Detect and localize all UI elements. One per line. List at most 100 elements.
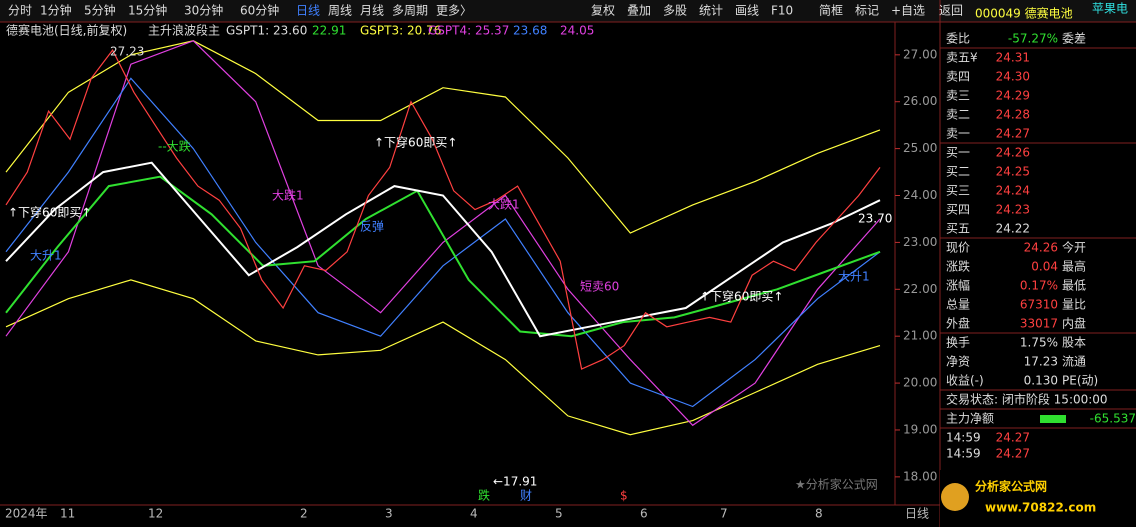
series-line: [5, 40, 881, 427]
order-price: 24.24: [996, 184, 1030, 198]
chart-annotation: 大升1: [30, 249, 62, 263]
x-tick-label: 6: [640, 507, 648, 521]
row-label: 流通: [1062, 355, 1086, 369]
y-tick-label: 22.00: [903, 282, 937, 296]
y-tick-label: 18.00: [903, 469, 937, 483]
toolbar-button[interactable]: 叠加: [627, 4, 651, 18]
toolbar-button[interactable]: 统计: [699, 4, 723, 18]
toolbar-tab[interactable]: 15分钟: [128, 3, 167, 18]
x-tick-label: 11: [60, 507, 75, 521]
order-price: 24.31: [996, 51, 1030, 65]
row-value: 0.04: [1031, 260, 1058, 274]
toolbar-tab[interactable]: 日线: [296, 4, 320, 18]
row-value: 67310: [1020, 298, 1058, 312]
chart-annotation: 23.70: [858, 212, 892, 226]
x-tick-label: 8: [815, 507, 823, 521]
header-text: 主升浪波段主: [148, 23, 220, 38]
logo-url: www.70822.com: [985, 501, 1096, 515]
row-label: 净资: [946, 355, 970, 369]
toolbar-tab[interactable]: 周线: [328, 4, 352, 18]
chart-annotation: 反弹: [360, 220, 384, 234]
chart-annotation: 短卖60: [580, 280, 619, 294]
toolbar-button[interactable]: 返回: [939, 4, 963, 18]
y-tick-label: 25.00: [903, 141, 937, 155]
x-tick-label: 2: [300, 507, 308, 521]
logo-bg: [940, 470, 1136, 527]
row-label: 涨幅: [946, 278, 970, 293]
toolbar-button[interactable]: +自选: [891, 4, 925, 18]
row-value: 33017: [1020, 317, 1058, 331]
order-label: 卖四: [946, 70, 970, 84]
order-price: 24.23: [996, 203, 1030, 217]
header-text: GSPT4: 25.37: [428, 24, 509, 38]
chart-annotation: ↑下穿60即买↑: [374, 135, 457, 150]
y-tick-label: 26.00: [903, 94, 937, 108]
toolbar-button[interactable]: 画线: [735, 4, 759, 18]
x-tick-label: 12: [148, 507, 163, 521]
toolbar-button[interactable]: 简框: [819, 4, 843, 18]
toolbar-tab[interactable]: 1分钟: [40, 3, 72, 18]
x-tick-label: 5: [555, 507, 563, 521]
chart-annotation: ↑下穿60即买↑: [700, 289, 783, 304]
y-tick-label: 20.00: [903, 376, 937, 390]
series-line: [5, 48, 881, 370]
order-label: 买一: [946, 146, 970, 160]
row-value: -65.537: [1090, 412, 1136, 426]
toolbar-tab[interactable]: 60分钟: [240, 3, 279, 18]
row-label: 换手: [946, 336, 970, 350]
trade-status: 交易状态: 闭市阶段 15:00:00: [946, 392, 1108, 407]
chart-annotation: ←17.91: [493, 475, 537, 489]
toolbar-tab[interactable]: 30分钟: [184, 3, 223, 18]
header-text: GSPT1: 23.60: [226, 24, 307, 38]
watermark: ★分析家公式网: [795, 477, 878, 492]
row-value: 0.17%: [1020, 279, 1058, 293]
logo-icon: [941, 483, 969, 511]
chart-annotation: 27.23: [110, 45, 144, 59]
toolbar-button[interactable]: 复权: [591, 4, 615, 18]
order-price: 24.30: [996, 70, 1030, 84]
row-label: 内盘: [1062, 316, 1086, 331]
tick-price: 24.27: [996, 431, 1030, 445]
tick-price: 24.27: [996, 447, 1030, 461]
row-label: 外盘: [946, 316, 970, 331]
header-text: GSPT3: 20.76: [360, 24, 441, 38]
y-tick-label: 19.00: [903, 422, 937, 436]
row-label: 收益(-): [946, 374, 984, 388]
toolbar-tab[interactable]: 月线: [360, 4, 384, 18]
chart-annotation: 财: [520, 489, 532, 503]
order-label: 卖二: [946, 108, 970, 122]
order-label: 买三: [946, 184, 970, 198]
toolbar-tab[interactable]: 分时: [8, 4, 32, 18]
chart-annotation: --大跌: [158, 139, 191, 154]
toolbar-tab[interactable]: 更多〉: [436, 4, 472, 18]
order-price: 24.27: [996, 127, 1030, 141]
y-tick-label: 27.00: [903, 47, 937, 61]
x-tick-label: 日线: [905, 507, 929, 521]
tick-time: 14:59: [946, 431, 981, 445]
header-text: 24.05: [560, 24, 594, 38]
x-tick-label: 7: [720, 507, 728, 521]
row-label: 委比: [946, 32, 970, 46]
toolbar-button[interactable]: 多股: [663, 4, 687, 18]
order-price: 24.26: [996, 146, 1030, 160]
header-text: 23.68: [513, 24, 547, 38]
row-value: -57.27%: [1008, 32, 1058, 46]
chart-annotation: $: [620, 489, 628, 503]
toolbar-button[interactable]: 标记: [855, 4, 879, 18]
series-line: [5, 161, 881, 338]
row-label: 涨跌: [946, 259, 970, 274]
toolbar-tab[interactable]: 多周期: [392, 4, 428, 18]
order-price: 24.29: [996, 89, 1030, 103]
order-label: 买四: [946, 203, 970, 217]
order-label: 卖一: [946, 127, 970, 141]
series-line: [5, 175, 881, 338]
row-label: 量比: [1062, 298, 1086, 312]
y-tick-label: 23.00: [903, 235, 937, 249]
toolbar-tab[interactable]: 5分钟: [84, 3, 116, 18]
order-price: 24.28: [996, 108, 1030, 122]
toolbar-bg: [0, 0, 1136, 22]
chart-annotation: ↑下穿60即买↑: [8, 205, 91, 220]
row-value: 1.75%: [1020, 336, 1058, 350]
toolbar-button[interactable]: F10: [771, 4, 793, 18]
